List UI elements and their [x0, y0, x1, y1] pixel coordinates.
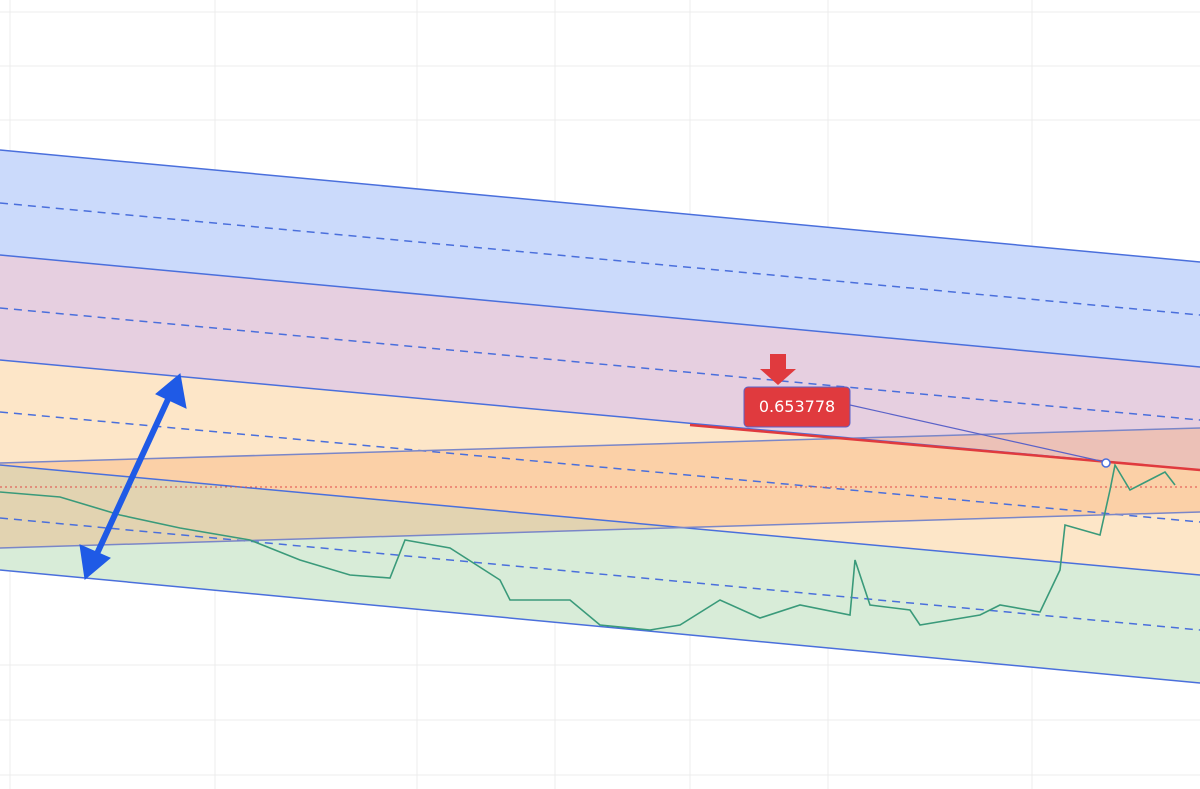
double-arrow[interactable] — [79, 373, 187, 580]
price-series — [0, 462, 1176, 631]
channel-bands — [0, 150, 1200, 683]
label-connector — [849, 404, 1106, 463]
price-label: 0.653778 — [759, 397, 835, 416]
sell-marker — [760, 354, 796, 385]
anchor-point[interactable] — [1101, 458, 1111, 468]
level-line — [689, 423, 1200, 472]
price-label-box[interactable] — [743, 386, 851, 428]
